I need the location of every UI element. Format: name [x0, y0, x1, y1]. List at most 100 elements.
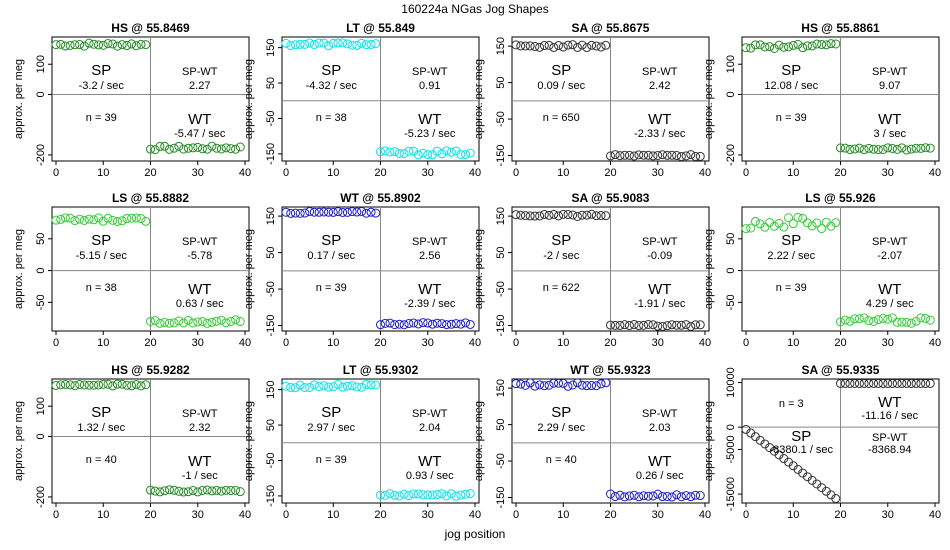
wt-point: [221, 143, 231, 153]
sp-point: [596, 211, 606, 221]
wt-rate: 0.26 / sec: [636, 470, 684, 482]
sp-point: [788, 219, 798, 229]
panel-title: HS @ 55.9282: [111, 363, 190, 377]
wt-point: [916, 378, 926, 388]
sp-point: [577, 380, 587, 390]
wt-point: [160, 317, 170, 327]
x-tick-label: 30: [882, 167, 894, 179]
sp-point: [112, 379, 122, 389]
sp-point: [314, 38, 324, 48]
panel: SA @ 55.9083 0 10 20 30 40 150 50 -50 -150 approx.…: [473, 191, 711, 349]
wt-point: [902, 145, 912, 155]
wt-point: [681, 491, 691, 501]
wt-point: [442, 146, 452, 156]
wt-point: [413, 319, 423, 329]
sp-point: [544, 40, 554, 50]
data-points: [511, 209, 705, 331]
sp-point: [352, 382, 362, 392]
wt-point: [653, 150, 663, 160]
sp-point: [826, 39, 836, 49]
wt-point: [427, 150, 437, 160]
wt-point: [376, 147, 385, 157]
sp-point: [582, 381, 592, 391]
wt-point: [883, 378, 893, 388]
sp-point: [89, 215, 99, 225]
x-tick-label: 10: [557, 337, 569, 349]
x-tick-label: 40: [239, 167, 251, 179]
sp-label: SP: [321, 62, 341, 79]
sp-point: [357, 382, 367, 392]
wt-point: [897, 143, 907, 153]
wt-point: [155, 487, 165, 497]
sp-point: [127, 39, 137, 49]
panel: LT @ 55.9302 0 10 20 30 40 150 50 -50 -150 approx.…: [243, 363, 481, 521]
y-tick-label: 50: [495, 418, 507, 430]
y-axis-label: approx. per meg: [13, 401, 25, 481]
wt-label: WT: [878, 281, 901, 298]
wt-point: [615, 490, 625, 500]
wt-point: [423, 150, 433, 160]
y-tick-label: -50: [725, 294, 737, 310]
sp-point: [554, 378, 564, 388]
x-tick-label: 10: [327, 337, 339, 349]
sp-rate: 2.22 / sec: [767, 250, 815, 262]
x-tick-label: 30: [882, 509, 894, 521]
wt-point: [620, 492, 630, 502]
sp-point: [108, 381, 118, 391]
panel: LT @ 55.849 0 10 20 30 40 150 50 -50 -150 approx. …: [243, 21, 481, 179]
x-tick-label: 20: [834, 167, 846, 179]
wt-point: [921, 143, 931, 153]
sp-point: [51, 40, 61, 50]
sp-point: [131, 380, 141, 390]
y-tick-label: 150: [495, 207, 507, 225]
wt-rate: -1.91 / sec: [634, 298, 686, 310]
sp-point: [601, 211, 611, 221]
spwt-label: SP-WT: [642, 236, 678, 248]
y-tick-label: 100: [725, 55, 737, 73]
panel-title: LS @ 55.8882: [112, 191, 189, 205]
y-axis-label: approx. per meg: [473, 229, 485, 309]
sp-point: [549, 209, 559, 219]
y-tick-label: 0: [35, 91, 47, 97]
sp-point: [357, 38, 367, 48]
x-tick-label: 40: [239, 337, 251, 349]
x-tick-label: 40: [929, 509, 941, 521]
sp-point: [300, 383, 310, 393]
wt-point: [226, 316, 236, 326]
wt-point: [869, 378, 879, 388]
sp-point: [577, 210, 587, 220]
sp-point: [821, 40, 831, 50]
wt-point: [887, 378, 897, 388]
sp-point: [103, 213, 113, 223]
wt-point: [146, 144, 155, 154]
wt-point: [146, 485, 155, 495]
sp-point: [831, 218, 841, 228]
y-tick-label: -50: [495, 281, 507, 297]
sp-point: [117, 379, 127, 389]
x-tick-label: 20: [834, 337, 846, 349]
wt-point: [197, 485, 207, 495]
wt-point: [902, 378, 912, 388]
sp-point: [347, 40, 357, 50]
sp-point: [817, 39, 827, 49]
figure-xlabel: jog position: [444, 527, 506, 541]
wt-point: [624, 321, 634, 331]
spwt-value: -5.78: [187, 250, 212, 262]
x-tick-label: 0: [743, 337, 749, 349]
wt-point: [869, 316, 879, 326]
sp-point: [807, 221, 817, 231]
sp-point: [60, 213, 70, 223]
wt-point: [695, 151, 705, 161]
sp-point: [520, 41, 530, 51]
wt-point: [850, 144, 860, 154]
sp-point: [79, 41, 89, 51]
wt-point: [892, 144, 902, 154]
sp-point: [319, 207, 329, 217]
wt-point: [686, 150, 696, 160]
sp-point: [94, 380, 104, 390]
data-points: [281, 206, 475, 330]
y-tick-label: -200: [35, 144, 47, 166]
sp-point: [141, 40, 151, 50]
